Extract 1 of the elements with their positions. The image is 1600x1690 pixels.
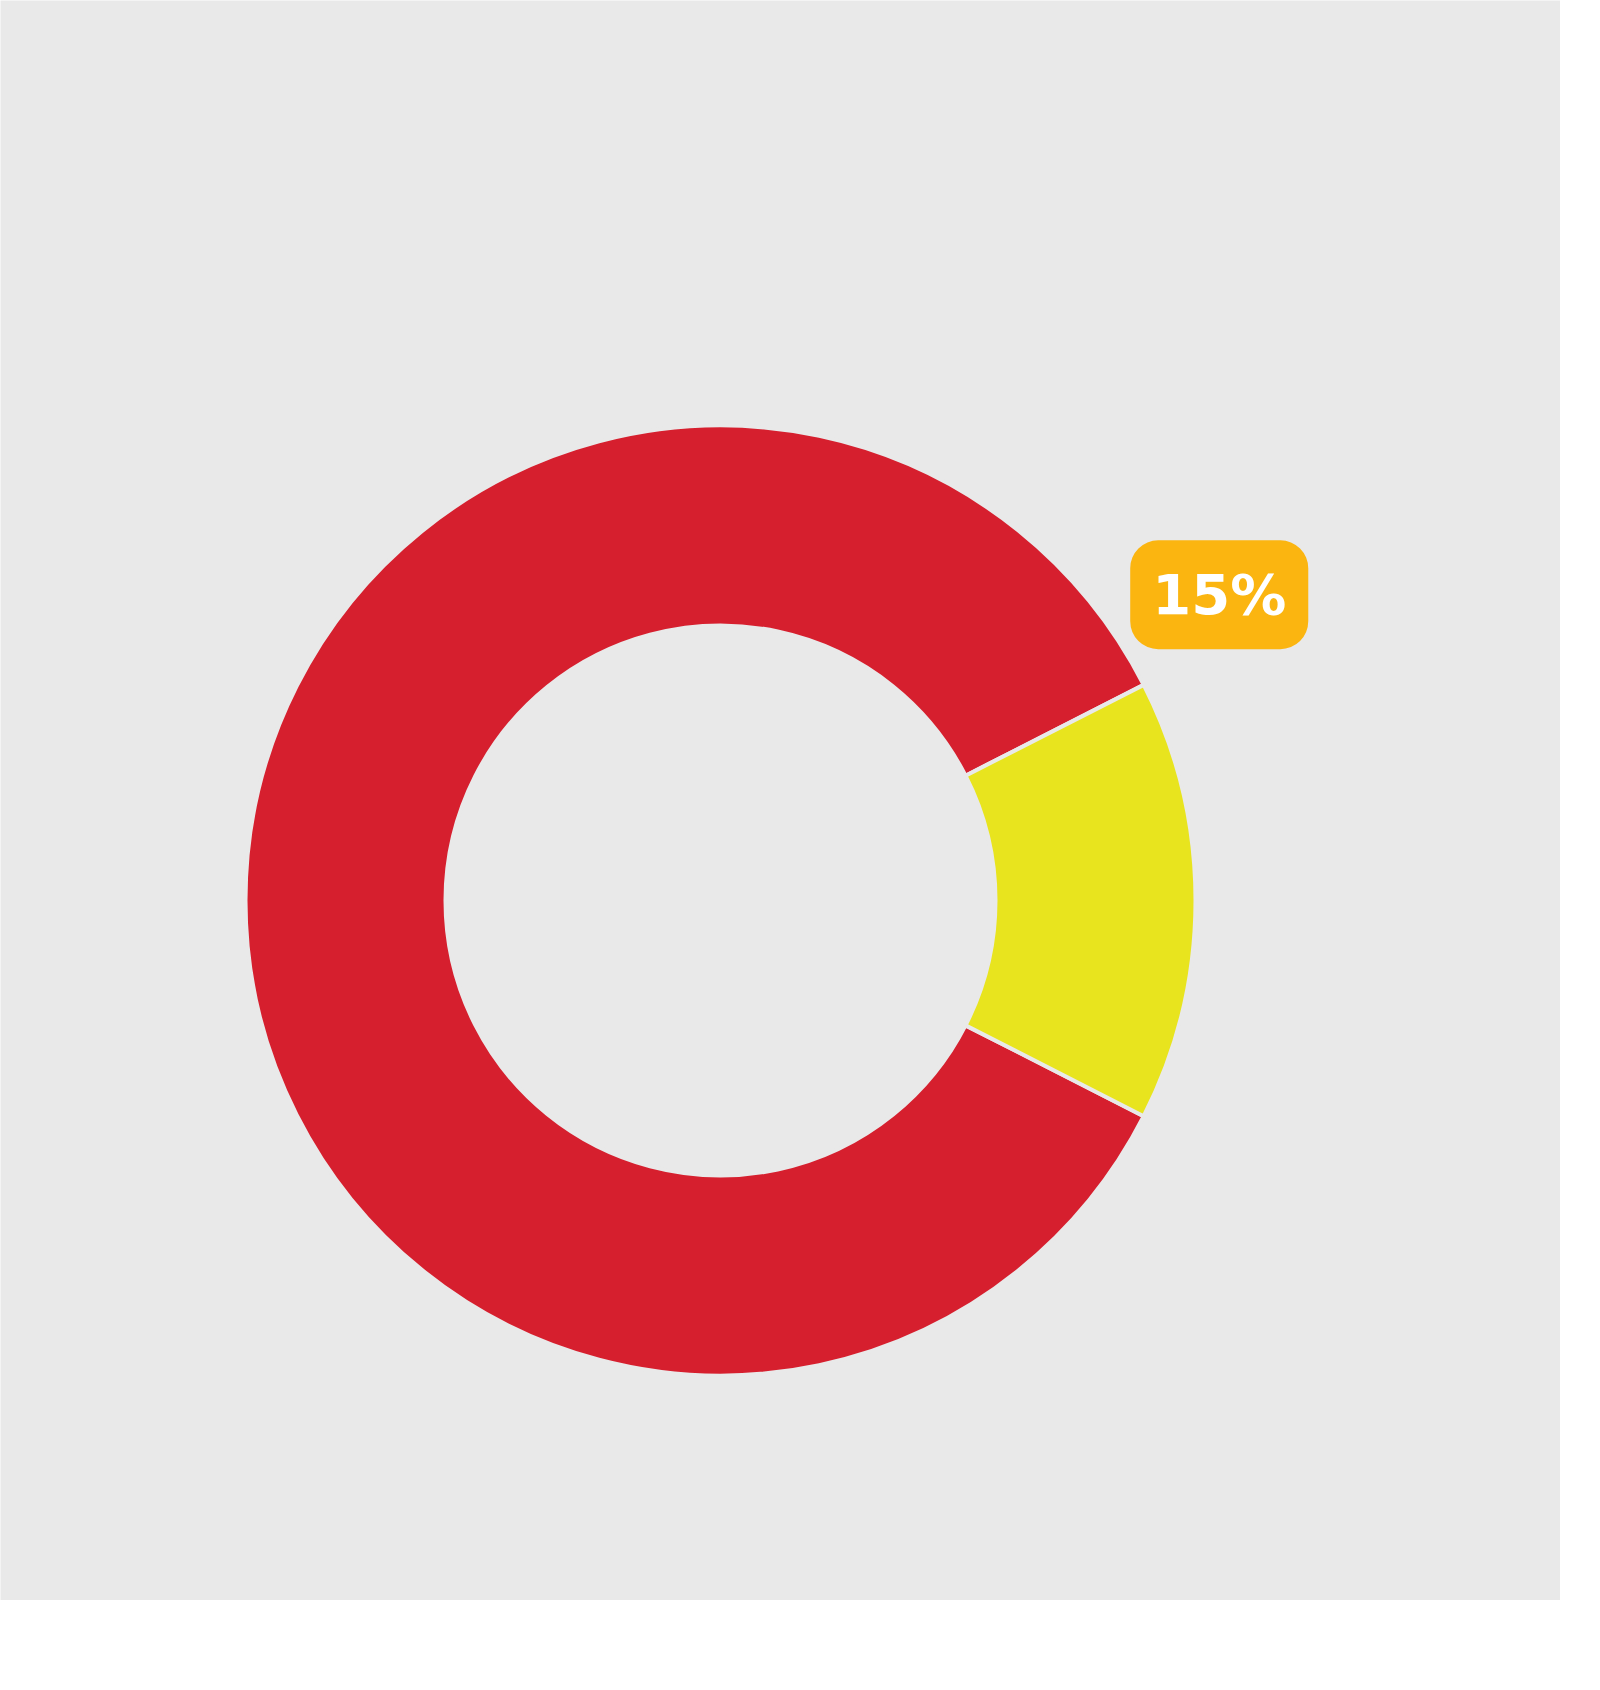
data-label: 15%	[1152, 562, 1287, 628]
